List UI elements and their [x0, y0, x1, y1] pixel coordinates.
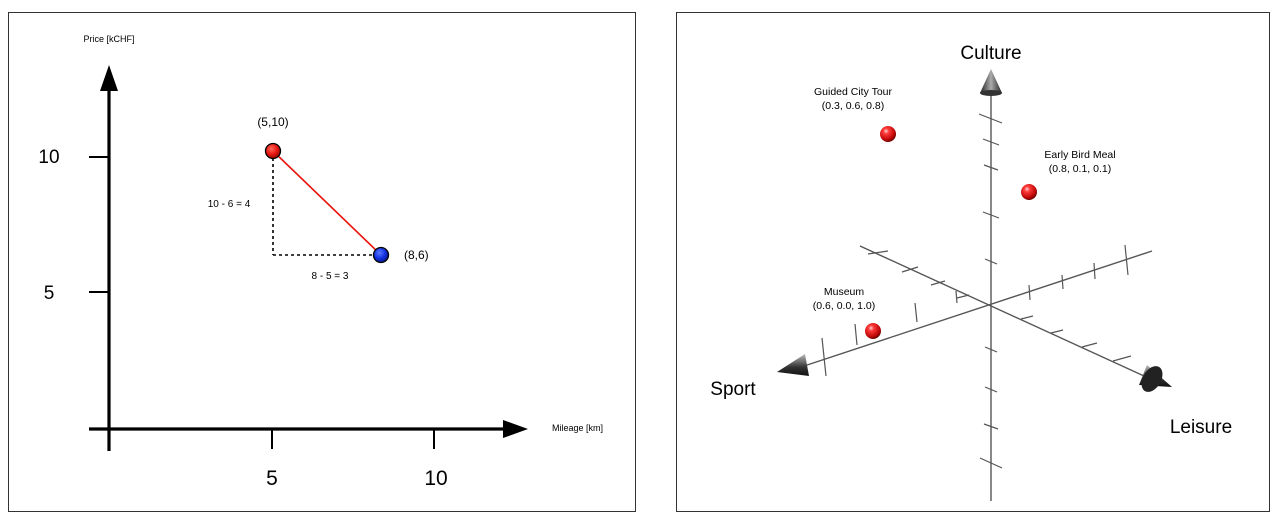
- x-tick-label-5: 5: [266, 467, 278, 490]
- point-early-bird-meal: [1021, 184, 1037, 200]
- point-museum: [865, 323, 881, 339]
- leisure-cone-base: [1141, 366, 1163, 392]
- x-axis-label: Mileage [km]: [552, 423, 603, 433]
- culture-cone-base: [980, 90, 1002, 96]
- y-axis-label: Price [kCHF]: [83, 34, 134, 44]
- y-axis-arrowhead: [100, 65, 118, 91]
- culture-axis-label: Culture: [960, 43, 1021, 64]
- early-bird-meal-coords: (0.8, 0.1, 0.1): [1049, 163, 1111, 175]
- leisure-axis-ticks: [867, 250, 1132, 362]
- sport-axis-ticks: [821, 244, 1129, 377]
- museum-name: Museum: [824, 286, 865, 298]
- leisure-axis-line: [859, 245, 1156, 382]
- vertical-difference-label: 10 - 6 = 4: [208, 199, 251, 210]
- point-guided-city-tour: [880, 126, 896, 142]
- point-label-8-6: (8,6): [404, 248, 429, 262]
- early-bird-meal-name: Early Bird Meal: [1044, 149, 1115, 161]
- mileage-price-svg: 10 5 5 10 Price [kCHF] Mileage [km] (5,1…: [38, 34, 603, 490]
- guided-city-tour-coords: (0.3, 0.6, 0.8): [822, 100, 884, 112]
- 3d-feature-space-plot: Culture Sport Leisure Guided City Tour (…: [676, 12, 1270, 512]
- leisure-axis-label: Leisure: [1170, 417, 1232, 438]
- point-5-10: [264, 142, 282, 160]
- feature-space-svg: Culture Sport Leisure Guided City Tour (…: [710, 43, 1232, 501]
- guided-city-tour-name: Guided City Tour: [814, 86, 893, 98]
- sport-leisure-axis-line: [799, 368, 1154, 381]
- y-tick-label-5: 5: [44, 283, 55, 304]
- sport-axis-line: [794, 250, 1153, 370]
- point-8-6: [372, 246, 390, 264]
- x-axis-arrowhead: [503, 420, 528, 438]
- sport-axis-label: Sport: [710, 379, 756, 400]
- mileage-price-plot: 10 5 5 10 Price [kCHF] Mileage [km] (5,1…: [8, 12, 636, 512]
- culture-arrow-cone: [980, 69, 1002, 93]
- x-tick-label-10: 10: [424, 467, 447, 490]
- distance-line: [272, 150, 382, 256]
- museum-coords: (0.6, 0.0, 1.0): [813, 300, 875, 312]
- culture-axis-ticks: [978, 113, 1003, 469]
- point-label-5-10: (5,10): [257, 115, 288, 129]
- sport-arrow-cone: [777, 354, 809, 376]
- horizontal-difference-label: 8 - 5 = 3: [312, 271, 349, 282]
- y-tick-label-10: 10: [38, 147, 59, 168]
